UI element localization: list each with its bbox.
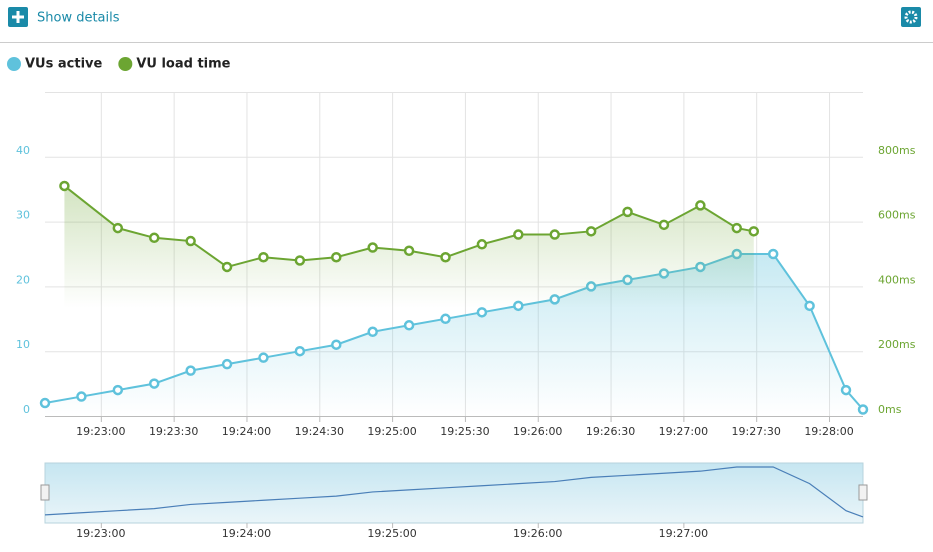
x-tick-label: 19:26:00 [513,425,562,438]
point [403,320,415,331]
navigator-tick-label: 19:27:00 [659,527,708,540]
point [585,226,597,237]
point [658,219,670,231]
x-tick-label: 19:23:00 [76,425,125,438]
y-tick-label: 30 [16,209,30,222]
point [748,226,760,237]
point [367,242,378,253]
series-line [63,185,754,269]
navigator-handle[interactable] [858,484,868,501]
settings-icon[interactable] [901,7,921,27]
point [804,300,815,312]
y2-tick-label: 400ms [878,273,916,286]
point [840,384,852,396]
y-tick-label: 10 [16,338,30,351]
point [440,313,451,325]
legend-marker [118,57,133,71]
point [39,397,51,409]
navigator-bg [44,462,864,524]
x-tick-label: 19:27:00 [659,425,708,438]
navigator-tick-label: 19:25:00 [367,527,416,540]
point [258,251,269,263]
x-tick-label: 19:23:30 [149,425,198,438]
point [331,339,342,350]
legend-label: VU load time [136,57,230,72]
legend-marker [7,57,21,71]
point [695,200,706,211]
point [112,384,124,396]
x-tick-label: 19:24:30 [295,425,344,438]
point [185,365,196,376]
legend-label: VUs active [25,57,103,72]
navigator: 19:23:00 19:24:00 19:25:00 19:26:00 19:27:00 [40,462,868,540]
y2-tick-label: 0ms [878,403,902,416]
x-tick-label: 19:25:30 [440,425,489,438]
point [513,229,524,240]
point [549,229,560,240]
point [148,378,160,389]
point [476,307,488,318]
gear-glyph [904,10,918,24]
navigator-tick-label: 19:26:00 [513,527,562,540]
point [221,261,233,273]
point [112,222,124,234]
point [767,248,779,260]
x-tick-label: 19:28:00 [804,425,853,438]
point [731,222,743,234]
point [258,352,269,363]
y2-tick-label: 800ms [878,144,916,157]
navigator-line [44,466,864,518]
navigator-handle[interactable] [40,484,50,501]
legend: VUs active VU load time [7,57,231,72]
y-tick-label: 40 [16,144,30,157]
y2-tick-label: 600ms [878,209,916,222]
header: Show details [0,7,933,43]
point [221,358,233,370]
y-tick-label: 0 [23,403,30,416]
point [857,404,869,415]
point [367,326,378,338]
point [440,251,451,263]
point [294,345,306,357]
point [622,206,633,218]
plot [39,180,869,416]
point [403,245,415,257]
y2-tick-label: 200ms [878,338,916,351]
point [294,255,306,266]
point [331,251,342,263]
x-tick-label: 19:25:00 [367,425,416,438]
show-details[interactable]: Show details [37,11,120,26]
x-tick-label: 19:27:30 [731,425,780,438]
point [148,232,160,244]
point [476,239,488,250]
point [59,180,70,192]
series-area [64,185,754,308]
navigator-tick-label: 19:23:00 [76,527,125,540]
point [185,235,196,247]
plus-glyph [12,11,24,23]
y-tick-label: 20 [16,273,30,286]
navigator-tick-label: 19:24:00 [222,527,271,540]
x-tick-label: 19:24:00 [222,425,271,438]
x-tick-label: 19:26:30 [586,425,635,438]
point [76,391,87,402]
